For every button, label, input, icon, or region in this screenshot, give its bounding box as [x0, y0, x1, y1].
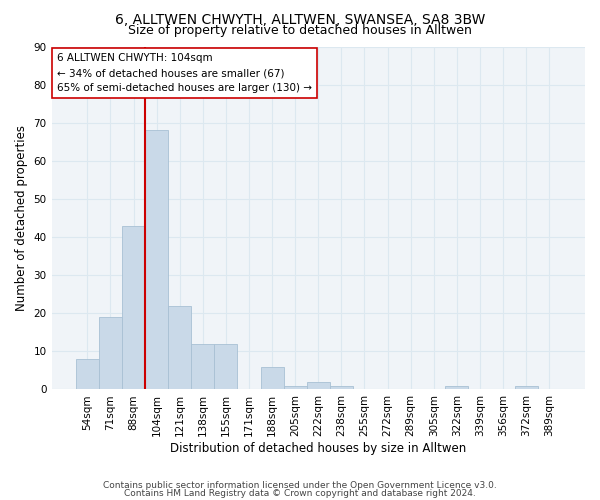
Bar: [145, 130, 168, 390]
Text: Contains public sector information licensed under the Open Government Licence v3: Contains public sector information licen…: [103, 482, 497, 490]
Text: 6 ALLTWEN CHWYTH: 104sqm
← 34% of detached houses are smaller (67)
65% of semi-d: 6 ALLTWEN CHWYTH: 104sqm ← 34% of detach…: [57, 54, 312, 93]
Bar: [122, 226, 145, 390]
Y-axis label: Number of detached properties: Number of detached properties: [15, 125, 28, 311]
Bar: [330, 386, 353, 390]
Bar: [284, 386, 307, 390]
Bar: [307, 382, 330, 390]
Bar: [260, 366, 284, 390]
Bar: [515, 386, 538, 390]
Bar: [168, 306, 191, 390]
Text: Contains HM Land Registry data © Crown copyright and database right 2024.: Contains HM Land Registry data © Crown c…: [124, 488, 476, 498]
Bar: [99, 317, 122, 390]
Bar: [445, 386, 469, 390]
Bar: [191, 344, 214, 390]
Text: 6, ALLTWEN CHWYTH, ALLTWEN, SWANSEA, SA8 3BW: 6, ALLTWEN CHWYTH, ALLTWEN, SWANSEA, SA8…: [115, 12, 485, 26]
Bar: [214, 344, 238, 390]
X-axis label: Distribution of detached houses by size in Alltwen: Distribution of detached houses by size …: [170, 442, 466, 455]
Text: Size of property relative to detached houses in Alltwen: Size of property relative to detached ho…: [128, 24, 472, 37]
Bar: [76, 359, 99, 390]
